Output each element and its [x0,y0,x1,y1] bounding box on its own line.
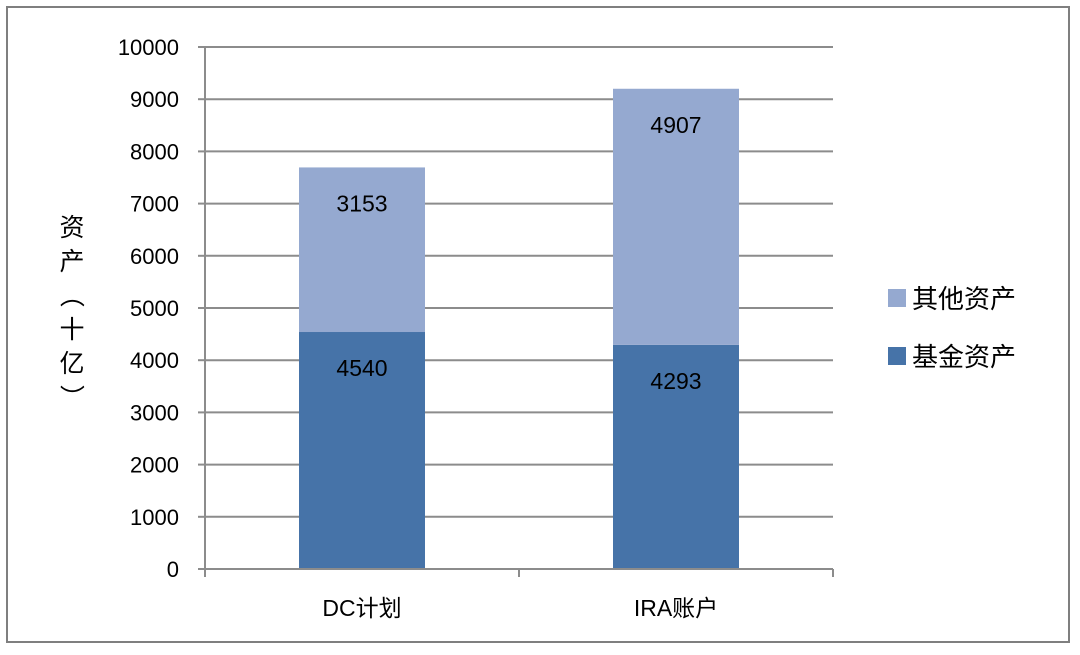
data-label: 4540 [336,355,387,381]
y-tick-label: 1000 [130,505,179,530]
bar-segment [613,88,739,345]
y-axis-label-char: 产 [59,248,84,276]
chart-frame [6,6,1070,643]
x-category-labels: DC计划 IRA账户 [322,595,718,621]
y-tick-label: 10000 [118,35,179,60]
y-axis-label-char: ） [57,384,85,409]
y-tick-labels: 0 1000 2000 3000 4000 5000 6000 7000 8000 9000 100… [118,35,179,582]
data-labels: 4540 3153 4293 4907 [336,112,701,394]
legend-label: 基金资产 [912,342,1016,372]
y-tick-label: 9000 [130,87,179,112]
y-tick-label: 4000 [130,348,179,373]
y-axis-label: 资产 （ 十亿 ） [57,214,85,410]
data-label: 4907 [650,112,701,138]
y-axis-label-char: （ [57,282,85,307]
bar-segment [613,344,739,569]
y-tick-label: 6000 [130,244,179,269]
x-category-label: DC计划 [322,595,401,621]
legend-swatch [888,289,906,307]
bar-segment [299,332,425,569]
bars [299,88,739,569]
axes [198,46,834,577]
y-axis-label-char: 资 [59,214,84,242]
legend-label: 其他资产 [912,284,1016,314]
y-tick-label: 5000 [130,296,179,321]
legend-swatch [888,347,906,365]
y-tick-label: 8000 [130,139,179,164]
y-tick-label: 3000 [130,400,179,425]
x-category-label: IRA账户 [634,595,718,621]
y-tick-label: 2000 [130,453,179,478]
y-axis-label-char: 十 [59,316,84,344]
y-tick-label: 0 [167,557,179,582]
data-label: 4293 [650,368,701,394]
data-label: 3153 [336,190,387,216]
y-tick-label: 7000 [130,192,179,217]
bar-segment [299,167,425,333]
y-axis-label-char: 亿 [59,350,84,378]
